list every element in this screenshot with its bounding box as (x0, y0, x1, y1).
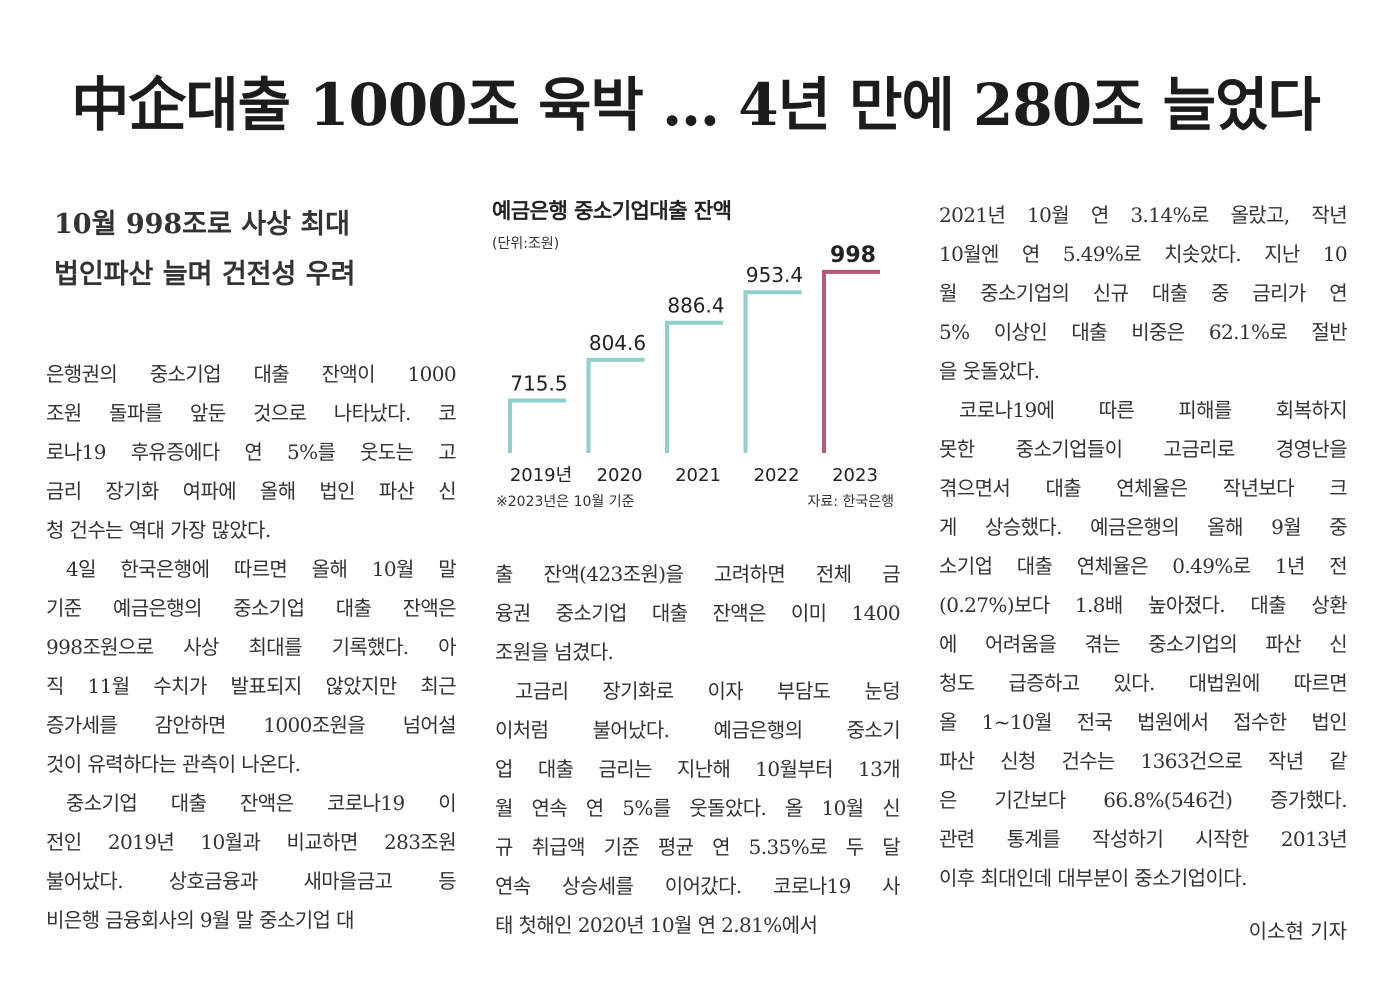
article-line: 규 취급액 기준 평균 연 5.35%로 두 달 (495, 835, 901, 859)
chart-value-label-3: 953.4 (746, 263, 803, 287)
article-line: 월 중소기업의 신규 대출 중 금리가 연 (939, 281, 1348, 305)
article-line: 소기업 대출 연체율은 0.49%로 1년 전 (939, 554, 1348, 578)
article-line: 코로나19에 따른 피해를 회복하지 (959, 398, 1348, 422)
chart-unit: (단위:조원) (492, 236, 560, 252)
article-line: 기준 예금은행의 중소기업 대출 잔액은 (46, 596, 457, 620)
chart-note: ※2023년은 10월 기준 (496, 494, 635, 510)
article-line: 연속 상승세를 이어갔다. 코로나19 사 (495, 874, 901, 898)
article-line: 998조원으로 사상 최대를 기록했다. 아 (46, 635, 457, 659)
chart-category-label-1: 2020 (597, 465, 643, 486)
article-line: 못한 중소기업들이 고금리로 경영난을 (939, 437, 1348, 461)
article-line: 비은행 금융회사의 9월 말 중소기업 대 (46, 908, 355, 932)
article-line: 에 어려움을 겪는 중소기업의 파산 신 (939, 632, 1348, 656)
subheadline: 10월 998조로 사상 최대 법인파산 늘며 건전성 우려 (54, 200, 454, 300)
article-column-1: 은행권의 중소기업 대출 잔액이 1000 조원 돌파를 앞둔 것으로 나타났다.… (46, 355, 457, 940)
chart-category-label-0: 2019년 (510, 465, 572, 486)
article-line: 4일 한국은행에 따르면 올해 10월 말 (66, 557, 457, 581)
article-line: 청 건수는 역대 가장 많았다. (46, 518, 271, 542)
chart-value-label-1: 804.6 (589, 331, 646, 355)
article-line: 청도 급증하고 있다. 대법원에 따르면 (939, 671, 1348, 695)
chart-category-label-3: 2022 (754, 465, 800, 486)
article-line: 업 대출 금리는 지난해 10월부터 13개 (495, 757, 901, 781)
article-line: 을 웃돌았다. (939, 359, 1040, 383)
chart-category-label-2: 2021 (675, 465, 721, 486)
article-line: 중소기업 대출 잔액은 코로나19 이 (66, 791, 457, 815)
chart-source: 자료: 한국은행 (807, 494, 894, 510)
article-line: 은행권의 중소기업 대출 잔액이 1000 (46, 362, 457, 386)
article-line: 이후 최대인데 대부분이 중소기업이다. (939, 866, 1247, 890)
article-line: 융권 중소기업 대출 잔액은 이미 1400 (495, 601, 901, 625)
chart-bar-4 (822, 269, 880, 453)
article-line: 은 기간보다 66.8%(546건) 증가했다. (939, 788, 1348, 812)
chart-bar-2 (665, 320, 723, 453)
loan-balance-chart: 예금은행 중소기업대출 잔액 (단위:조원) 715.5 2019년 804.6 20… (488, 193, 898, 523)
article-line: 직 11월 수치가 발표되지 않았지만 최근 (46, 674, 457, 698)
article-line: 월 연속 연 5%를 웃돌았다. 올 10월 신 (495, 796, 901, 820)
article-line: (0.27%)보다 1.8배 높아졌다. 대출 상환 (939, 593, 1348, 617)
article-line: 관련 통계를 작성하기 시작한 2013년 (939, 827, 1348, 851)
article-line: 겪으면서 대출 연체율은 작년보다 크 (939, 476, 1348, 500)
article-line: 출 잔액(423조원)을 고려하면 전체 금 (495, 562, 901, 586)
byline: 이소현 기자 (1248, 919, 1347, 943)
article-line: 로나19 후유증에다 연 5%를 웃도는 고 (46, 440, 457, 464)
article-line: 2021년 10월 연 3.14%로 올랐고, 작년 (939, 203, 1348, 227)
article-line: 전인 2019년 10월과 비교하면 283조원 (46, 830, 457, 854)
article-line: 고금리 장기화로 이자 부담도 눈덩 (515, 679, 901, 703)
article-column-3: 2021년 10월 연 3.14%로 올랐고, 작년 10월엔 연 5.49%로 … (939, 196, 1348, 898)
article-line: 태 첫해인 2020년 10월 연 2.81%에서 (495, 913, 818, 937)
chart-bar-1 (586, 357, 645, 453)
article-line: 5% 이상인 대출 비중은 62.1%로 절반 (939, 320, 1348, 344)
subheadline-line-2: 법인파산 늘며 건전성 우려 (54, 259, 356, 290)
article-line: 10월엔 연 5.49%로 치솟았다. 지난 10 (939, 242, 1348, 266)
chart-value-label-4: 998 (830, 243, 876, 268)
article-line: 올 1~10월 전국 법원에서 접수한 법인 (939, 710, 1348, 734)
article-line: 이처럼 불어났다. 예금은행의 중소기 (495, 718, 901, 742)
chart-value-label-2: 886.4 (667, 294, 724, 318)
chart-title: 예금은행 중소기업대출 잔액 (492, 199, 732, 223)
article-line: 게 상승했다. 예금은행의 올해 9월 중 (939, 515, 1348, 539)
chart-bar-3 (743, 290, 802, 453)
chart-plot: 715.5 2019년 804.6 2020 886.4 2021 953.4 2022 998… (508, 243, 880, 486)
chart-bar-0 (508, 398, 566, 453)
chart-value-label-0: 715.5 (510, 371, 567, 395)
article-line: 조원 돌파를 앞둔 것으로 나타났다. 코 (46, 401, 457, 425)
article-line: 불어났다. 상호금융과 새마을금고 등 (46, 869, 457, 893)
headline: 中企대출 1000조 육박 … 4년 만에 280조 늘었다 (71, 71, 1321, 139)
article-line: 증가세를 감안하면 1000조원을 넘어설 (46, 713, 457, 737)
article-line: 조원을 넘겼다. (495, 640, 614, 664)
article-line: 파산 신청 건수는 1363건으로 작년 같 (939, 749, 1348, 773)
subheadline-line-1: 10월 998조로 사상 최대 (54, 209, 351, 240)
article-line: 것이 유력하다는 관측이 나온다. (46, 752, 301, 776)
article-line: 금리 장기화 여파에 올해 법인 파산 신 (46, 479, 457, 503)
chart-category-label-4: 2023 (832, 465, 878, 486)
